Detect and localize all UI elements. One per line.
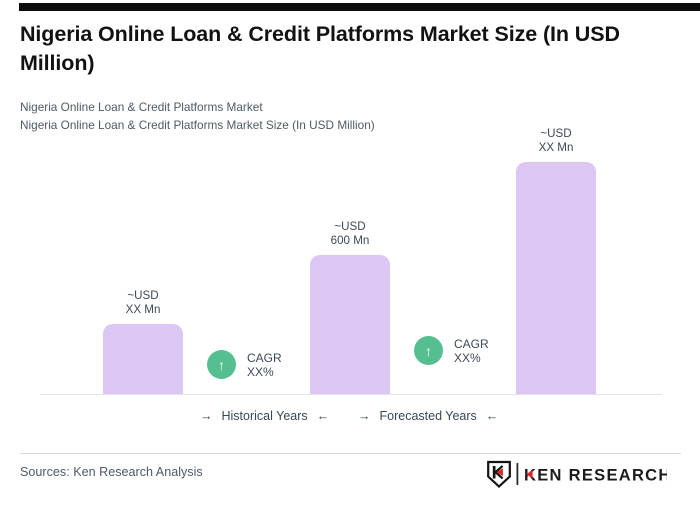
bar-group: ~USD XX Mn — [103, 115, 183, 394]
subtitle-line-2: Nigeria Online Loan & Credit Platforms M… — [20, 118, 375, 132]
historical-years-text: Historical Years — [221, 409, 308, 423]
footer-divider — [20, 453, 681, 454]
cagr-line1: CAGR — [454, 336, 489, 351]
cagr-label: CAGR XX% — [247, 351, 282, 379]
bar-1 — [103, 324, 183, 394]
bar-chart: ~USD XX Mn ~USD 600 Mn ~USD XX Mn ↑ CAGR XX% ↑ CAG… — [40, 115, 662, 395]
bar-value-label: ~USD 600 Mn — [290, 220, 410, 248]
logo-separator — [516, 463, 519, 485]
left-arrow-icon: ← — [485, 409, 499, 423]
page-title: Nigeria Online Loan & Credit Platforms M… — [20, 22, 620, 75]
cagr-line2: XX% — [247, 364, 274, 379]
logo-text: KEN RESEARCH — [524, 467, 667, 485]
bar-value-line1: ~USD — [127, 289, 159, 302]
bar-3 — [516, 162, 596, 394]
bar-value-label: ~USD XX Mn — [496, 127, 616, 155]
bar-value-line1: ~USD — [334, 220, 366, 233]
bar-value-line2: XX Mn — [125, 303, 161, 316]
forecasted-years-label: → Forecasted Years ← — [358, 409, 498, 423]
bar-group: ~USD 600 Mn — [310, 115, 390, 394]
source-text: Sources: Ken Research Analysis — [20, 465, 203, 479]
cagr-badge: ↑ CAGR XX% — [207, 350, 282, 379]
chart-subtitle: Nigeria Online Loan & Credit Platforms M… — [20, 98, 375, 134]
left-arrow-icon: ← — [316, 409, 330, 423]
axis-group-labels: → Historical Years ← → Forecasted Years … — [40, 409, 662, 429]
ken-research-logo: KEN RESEARCH — [487, 460, 670, 493]
bar-value-line2: XX Mn — [538, 141, 574, 154]
ken-shield-icon — [487, 460, 511, 488]
bar-group: ~USD XX Mn — [516, 115, 596, 394]
cagr-line2: XX% — [454, 350, 481, 365]
bar-value-line1: ~USD — [540, 127, 572, 140]
cagr-line1: CAGR — [247, 350, 282, 365]
bar-2 — [310, 255, 390, 394]
top-accent-bar — [19, 3, 700, 11]
bar-value-label: ~USD XX Mn — [83, 289, 203, 317]
right-arrow-icon: → — [200, 409, 213, 423]
cagr-badge: ↑ CAGR XX% — [414, 336, 489, 365]
bar-value-line2: 600 Mn — [330, 234, 370, 247]
right-arrow-icon: → — [358, 409, 371, 423]
historical-years-label: → Historical Years ← — [200, 409, 329, 423]
forecasted-years-text: Forecasted Years — [379, 409, 477, 423]
growth-up-arrow-icon: ↑ — [414, 336, 443, 365]
growth-up-arrow-icon: ↑ — [207, 350, 236, 379]
cagr-label: CAGR XX% — [454, 337, 489, 365]
logo-k-arrow-icon — [525, 470, 533, 479]
subtitle-line-1: Nigeria Online Loan & Credit Platforms M… — [20, 100, 263, 114]
